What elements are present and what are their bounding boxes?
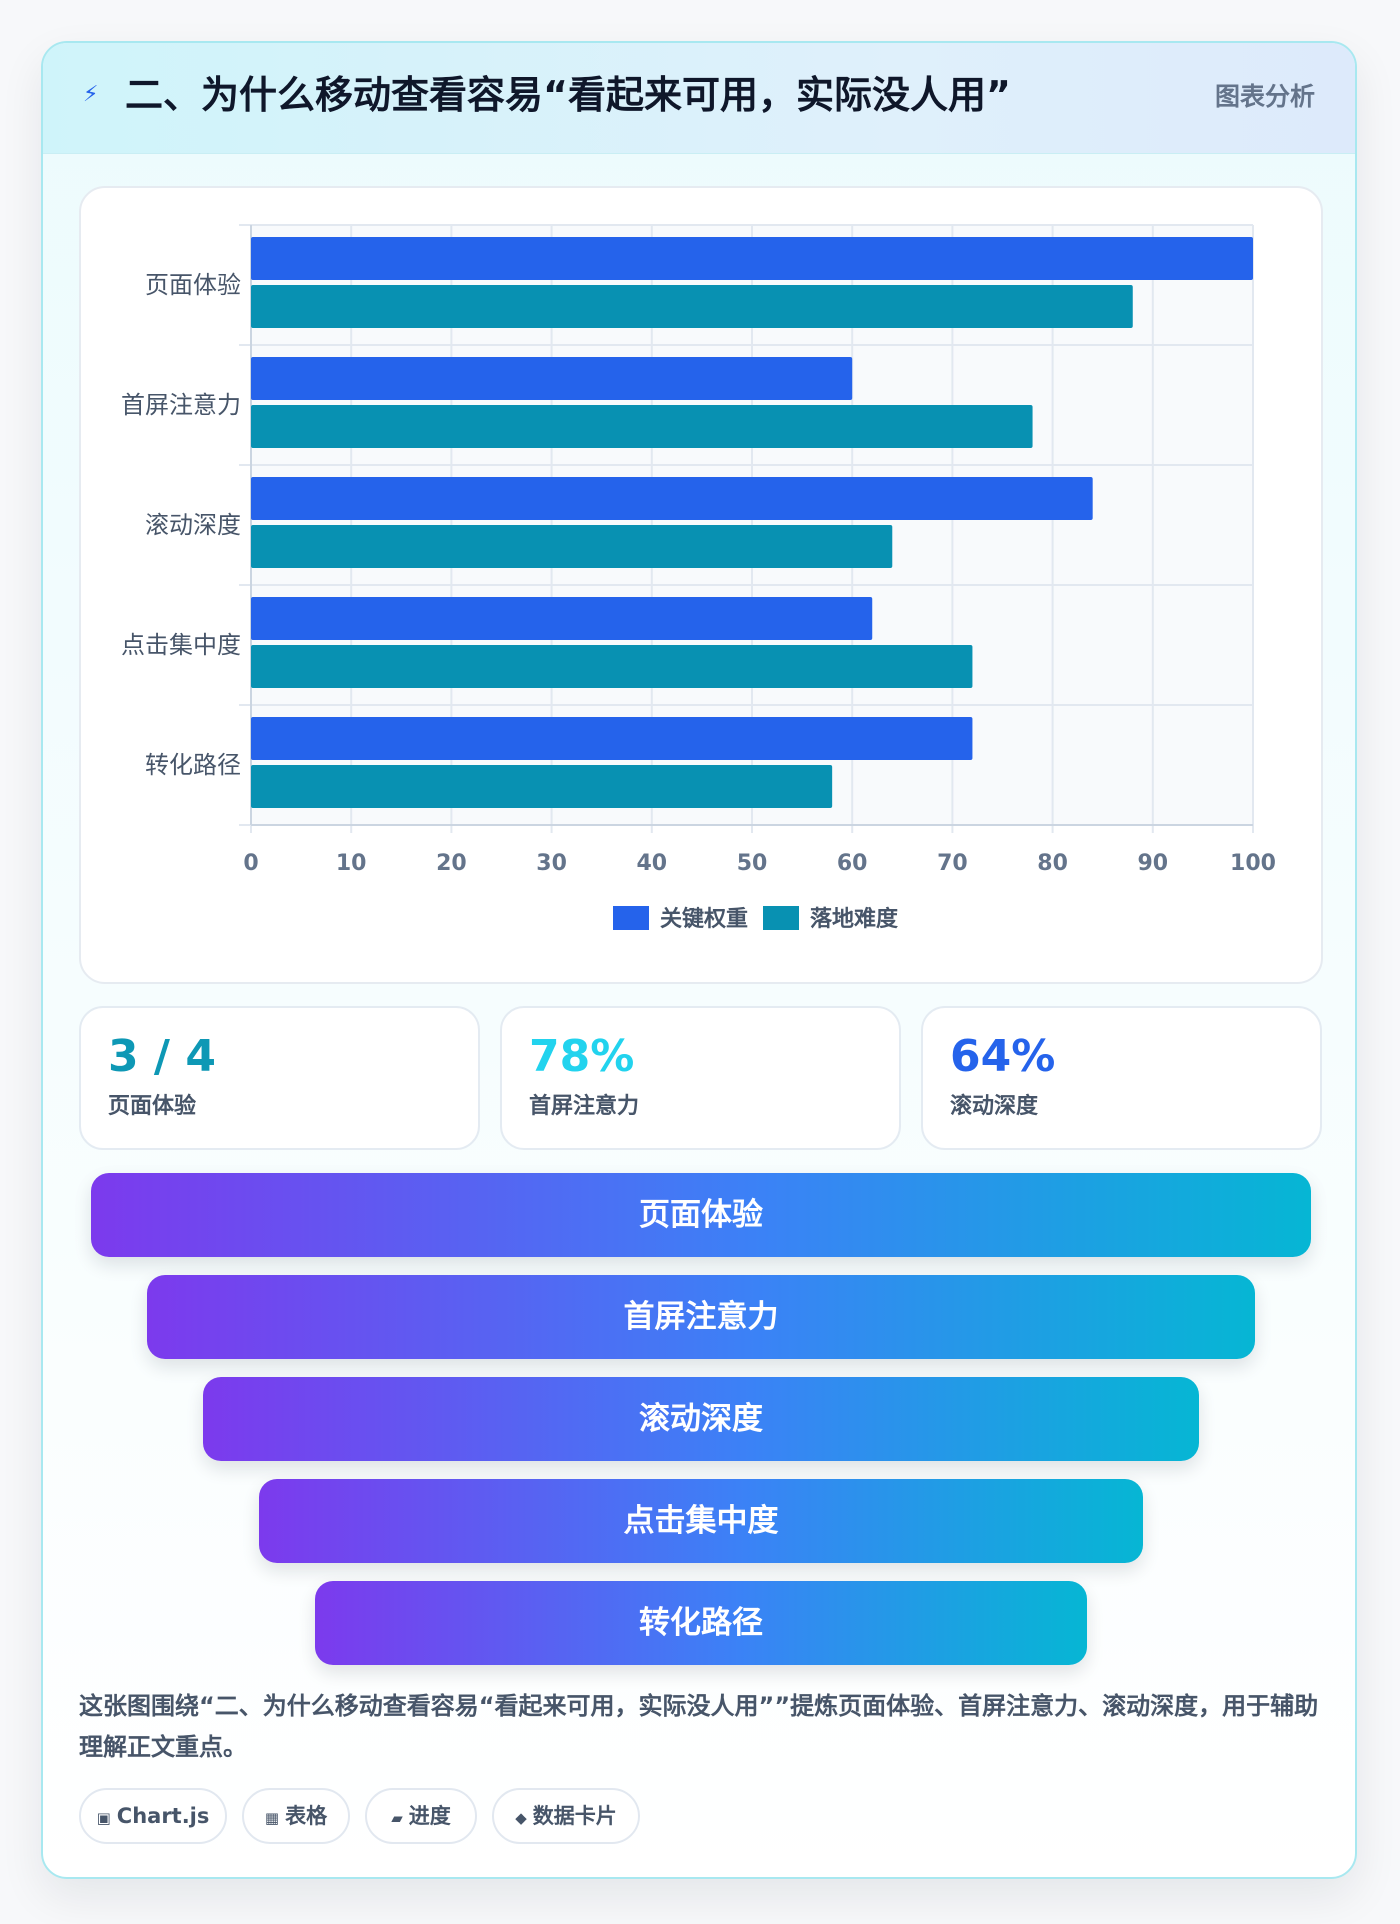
legend-label: 落地难度 xyxy=(810,906,899,932)
stat-value: 3 / 4 xyxy=(108,1031,216,1082)
page-title: 二、为什么移动查看容易“看起来可用，实际没人用” xyxy=(125,73,1011,117)
category-label: 首屏注意力 xyxy=(121,391,241,419)
chip-table[interactable]: ▦ 表格 xyxy=(242,1788,350,1844)
chip-chartjs[interactable]: ▣ Chart.js xyxy=(79,1788,227,1844)
x-tick-label: 10 xyxy=(336,851,367,876)
x-tick-label: 60 xyxy=(837,851,868,876)
chip-label: 数据卡片 xyxy=(532,1804,617,1828)
bar-chart: 0 10 20 30 40 50 60 70 80 90 100 页面体验首屏注意力滚动深度点击集中度… xyxy=(121,224,1276,932)
chart-panel: 0 10 20 30 40 50 60 70 80 90 100 页面体验首屏注意力滚动深度点击集中度… xyxy=(79,186,1323,984)
funnel-step-3: 滚动深度 xyxy=(203,1377,1199,1461)
stat-card-2: 78% 首屏注意力 xyxy=(500,1006,901,1150)
x-tick-label: 50 xyxy=(737,851,768,876)
stat-card-1: 3 / 4 页面体验 xyxy=(79,1006,480,1150)
table-icon: ▦ xyxy=(264,1809,280,1827)
funnel-step-4: 点击集中度 xyxy=(259,1479,1143,1563)
chip-label: Chart.js xyxy=(116,1804,210,1828)
chip-label: 表格 xyxy=(285,1804,328,1828)
x-tick-label: 80 xyxy=(1037,851,1068,876)
bar xyxy=(251,597,873,640)
legend-swatch xyxy=(613,906,649,930)
legend-label: 关键权重 xyxy=(660,906,748,932)
x-tick-label: 30 xyxy=(536,851,567,876)
stat-value: 78% xyxy=(529,1031,635,1082)
x-tick-label: 0 xyxy=(243,851,258,876)
chart-icon: ▣ xyxy=(96,1809,111,1827)
stat-card-3: 64% 滚动深度 xyxy=(921,1006,1322,1150)
bar xyxy=(251,477,1093,520)
stat-label: 页面体验 xyxy=(108,1094,197,1119)
funnel-step-1: 页面体验 xyxy=(91,1173,1311,1257)
chart-card: ⚡ 二、为什么移动查看容易“看起来可用，实际没人用” 图表分析 0 10 20 30 4… xyxy=(41,41,1357,1879)
bar xyxy=(251,717,973,760)
x-tick-label: 20 xyxy=(436,851,467,876)
card-header: ⚡ 二、为什么移动查看容易“看起来可用，实际没人用” 图表分析 xyxy=(43,43,1355,154)
stat-value: 64% xyxy=(950,1031,1056,1082)
funnel-step-2: 首屏注意力 xyxy=(147,1275,1255,1359)
funnel-step-5: 转化路径 xyxy=(315,1581,1087,1665)
bar xyxy=(251,237,1253,280)
bar xyxy=(251,645,973,688)
progress-icon: ▰ xyxy=(391,1809,403,1827)
diamond-icon: ◆ xyxy=(515,1809,527,1827)
chart-description: 这张图围绕“二、为什么移动查看容易“看起来可用，实际没人用””提炼页面体验、首屏… xyxy=(79,1692,1319,1761)
bar xyxy=(251,405,1033,448)
category-label: 转化路径 xyxy=(145,751,241,779)
chip-data-card[interactable]: ◆ 数据卡片 xyxy=(492,1788,640,1844)
x-tick-label: 90 xyxy=(1137,851,1168,876)
stat-label: 首屏注意力 xyxy=(529,1094,640,1119)
bar xyxy=(251,765,833,808)
stat-label: 滚动深度 xyxy=(950,1094,1039,1119)
category-label: 滚动深度 xyxy=(145,511,241,539)
header-tag: 图表分析 xyxy=(1214,82,1315,111)
x-tick-label: 70 xyxy=(937,851,968,876)
x-tick-label: 40 xyxy=(636,851,667,876)
category-label: 页面体验 xyxy=(145,271,241,299)
legend-swatch xyxy=(763,906,799,930)
x-tick-label: 100 xyxy=(1230,851,1276,876)
bar xyxy=(251,357,853,400)
chip-label: 进度 xyxy=(408,1804,451,1828)
lightning-icon: ⚡ xyxy=(83,82,99,107)
chip-progress[interactable]: ▰ 进度 xyxy=(365,1788,477,1844)
bar xyxy=(251,525,893,568)
bar xyxy=(251,285,1133,328)
category-label: 点击集中度 xyxy=(121,631,241,659)
